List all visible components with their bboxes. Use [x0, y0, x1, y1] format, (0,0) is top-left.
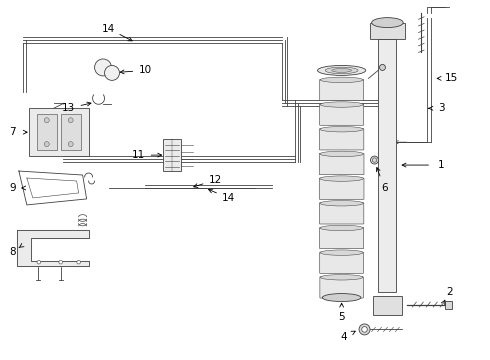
Text: 3: 3: [438, 103, 444, 113]
Text: 8: 8: [10, 247, 16, 257]
Ellipse shape: [332, 68, 351, 72]
Circle shape: [95, 59, 112, 76]
Circle shape: [68, 118, 73, 123]
FancyBboxPatch shape: [319, 153, 364, 175]
Circle shape: [370, 156, 378, 164]
FancyBboxPatch shape: [320, 277, 364, 298]
FancyBboxPatch shape: [319, 104, 364, 125]
Text: 4: 4: [341, 332, 347, 342]
Text: 7: 7: [10, 127, 16, 137]
Circle shape: [44, 141, 49, 147]
Circle shape: [59, 260, 63, 264]
Text: 10: 10: [139, 66, 152, 76]
Ellipse shape: [325, 67, 358, 74]
Ellipse shape: [320, 151, 364, 157]
Bar: [163, 139, 181, 171]
FancyBboxPatch shape: [319, 79, 364, 100]
FancyBboxPatch shape: [319, 129, 364, 150]
Text: 6: 6: [381, 183, 388, 193]
Bar: [378, 39, 396, 292]
Circle shape: [37, 260, 41, 264]
Circle shape: [77, 260, 80, 264]
FancyBboxPatch shape: [319, 252, 364, 273]
Circle shape: [379, 64, 386, 71]
FancyBboxPatch shape: [319, 203, 364, 224]
Circle shape: [44, 118, 49, 123]
Bar: [61, 114, 81, 150]
Ellipse shape: [320, 250, 363, 255]
Ellipse shape: [372, 18, 403, 28]
Circle shape: [359, 324, 370, 335]
Circle shape: [362, 327, 368, 332]
Text: 14: 14: [221, 193, 235, 203]
Ellipse shape: [320, 102, 363, 107]
Ellipse shape: [320, 275, 363, 280]
Ellipse shape: [320, 176, 364, 181]
Bar: [37, 114, 57, 150]
Text: 11: 11: [132, 150, 145, 160]
Text: 14: 14: [102, 24, 115, 33]
Text: 15: 15: [444, 73, 458, 84]
Bar: [29, 108, 89, 156]
Ellipse shape: [320, 77, 363, 82]
FancyBboxPatch shape: [319, 228, 364, 249]
Text: 5: 5: [338, 312, 345, 323]
Text: 1: 1: [438, 160, 444, 170]
Ellipse shape: [318, 66, 366, 75]
Bar: [372, 296, 402, 315]
Circle shape: [68, 141, 73, 147]
Text: 2: 2: [446, 287, 453, 297]
Ellipse shape: [320, 225, 363, 231]
Ellipse shape: [320, 201, 363, 206]
Text: 9: 9: [10, 183, 16, 193]
Bar: [369, 23, 405, 39]
Ellipse shape: [322, 293, 361, 302]
Ellipse shape: [320, 126, 363, 132]
Polygon shape: [17, 230, 89, 266]
Circle shape: [104, 66, 120, 80]
FancyBboxPatch shape: [319, 178, 364, 199]
Text: 12: 12: [208, 175, 222, 185]
Bar: [445, 301, 452, 309]
Text: 13: 13: [62, 103, 75, 113]
